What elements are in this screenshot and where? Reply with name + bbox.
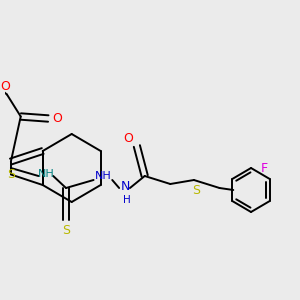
Text: S: S [7, 168, 15, 181]
Text: S: S [192, 184, 200, 196]
Text: F: F [261, 161, 268, 175]
Text: N: N [120, 179, 130, 193]
Text: O: O [0, 80, 10, 93]
Text: H: H [123, 195, 131, 205]
Text: O: O [123, 131, 133, 145]
Text: S: S [62, 224, 70, 236]
Text: NH: NH [95, 171, 112, 181]
Text: NH: NH [38, 169, 55, 179]
Text: O: O [52, 112, 62, 125]
